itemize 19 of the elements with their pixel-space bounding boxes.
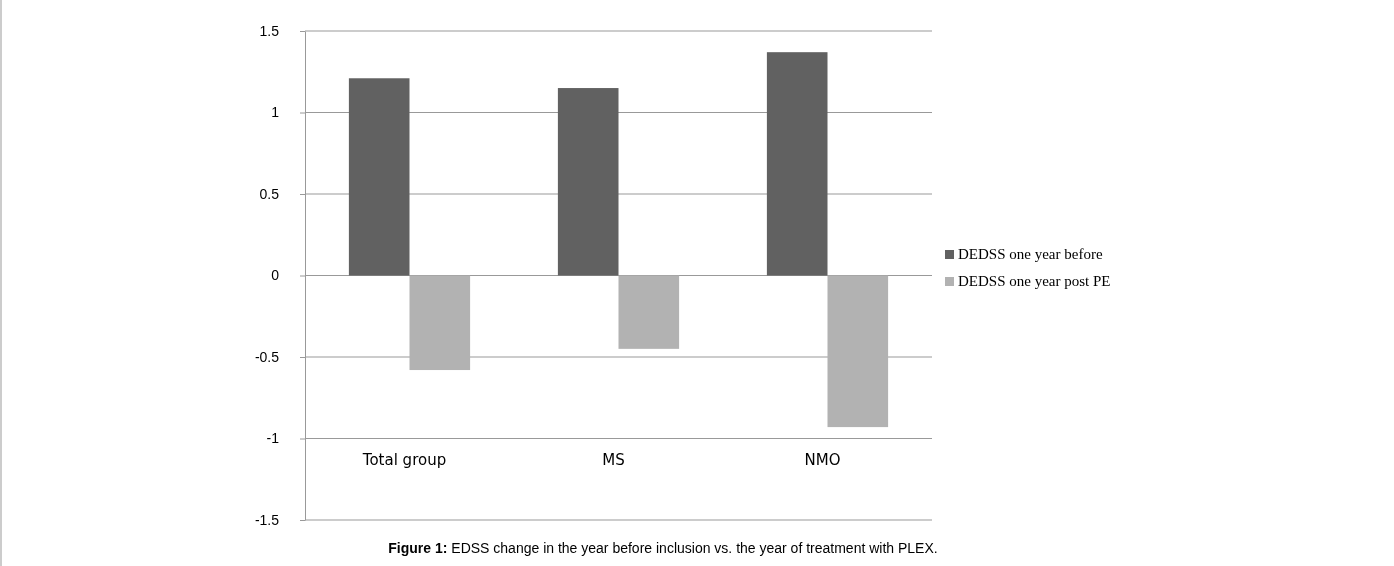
bar bbox=[766, 52, 828, 276]
bar bbox=[557, 88, 619, 276]
y-tick-label: -0.5 bbox=[254, 348, 280, 365]
y-tick-label: 1.5 bbox=[259, 22, 280, 39]
bar bbox=[618, 275, 680, 349]
legend-label: DEDSS one year post PE bbox=[958, 273, 1111, 289]
bar bbox=[348, 78, 410, 276]
x-tick-label: MS bbox=[602, 451, 625, 469]
x-tick-label: NMO bbox=[804, 451, 841, 469]
y-tick-label: 0.5 bbox=[259, 185, 280, 202]
y-tick-label: -1 bbox=[266, 430, 280, 447]
bar bbox=[827, 275, 889, 428]
bar bbox=[409, 275, 471, 371]
text: Figure 1: EDSS change in the year before inclusion vs. the year of treatment with PLEX. bbox=[388, 540, 938, 556]
legend-label: DEDSS one year before bbox=[958, 246, 1103, 262]
y-tick-label: -1.5 bbox=[254, 511, 280, 528]
x-tick-label: Total group bbox=[361, 451, 447, 469]
y-tick-label: 1 bbox=[271, 104, 280, 121]
y-tick-label: 0 bbox=[271, 267, 280, 284]
